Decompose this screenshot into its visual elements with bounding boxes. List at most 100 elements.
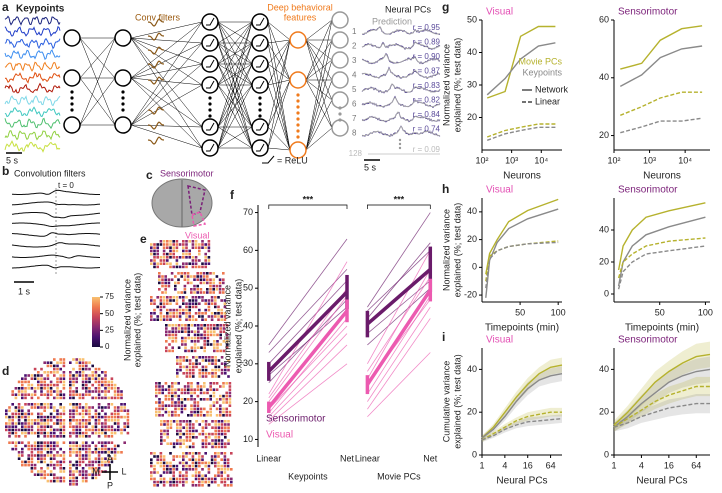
- map-pixel: [85, 374, 88, 377]
- map-pixel: [185, 318, 188, 321]
- connection: [79, 37, 116, 79]
- map-pixel: [101, 460, 104, 464]
- map-pixel: [197, 336, 200, 340]
- map-pixel: [161, 275, 164, 278]
- map-pixel: [91, 377, 94, 380]
- map-pixel: [159, 477, 163, 481]
- map-pixel: [164, 404, 168, 407]
- map-pixel: [62, 396, 66, 400]
- map-pixel: [208, 436, 211, 439]
- map-pixel: [223, 484, 227, 487]
- map-pixel: [37, 431, 40, 435]
- y-axis-label: explained (%; test data): [452, 354, 462, 449]
- map-pixel: [94, 460, 98, 464]
- map-pixel: [81, 457, 85, 460]
- x-tick-label: 10³: [505, 155, 518, 165]
- y-tick-label: 0: [472, 449, 477, 459]
- map-pixel: [167, 410, 171, 414]
- map-pixel: [126, 425, 130, 428]
- map-pixel: [156, 458, 159, 461]
- map-pixel: [81, 364, 85, 368]
- keypoint-trace: [4, 61, 61, 72]
- map-pixel: [75, 444, 78, 448]
- x-tick-label: 4: [502, 460, 507, 470]
- map-pixel: [204, 262, 207, 265]
- map-pixel: [37, 428, 40, 432]
- map-pixel: [81, 467, 85, 470]
- map-pixel: [40, 367, 43, 371]
- map-pixel: [217, 420, 221, 423]
- map-pixel: [194, 246, 198, 249]
- map-pixel: [201, 442, 205, 445]
- scale-label: 5 s: [6, 155, 19, 165]
- map-pixel: [225, 414, 228, 417]
- map-pixel: [174, 330, 178, 333]
- map-pixel: [192, 429, 195, 433]
- map-pixel: [150, 464, 153, 468]
- ellipsis-dot: [398, 146, 402, 150]
- map-pixel: [212, 288, 215, 291]
- map-pixel: [172, 312, 175, 315]
- subject-line: [268, 280, 348, 365]
- map-pixel: [59, 412, 62, 416]
- filter-trace: [11, 189, 100, 195]
- ellipsis-dot: [338, 112, 342, 116]
- map-pixel: [214, 455, 217, 458]
- map-pixel: [17, 393, 21, 396]
- map-pixel: [160, 423, 163, 426]
- map-pixel: [204, 302, 207, 305]
- map-pixel: [69, 396, 72, 400]
- map-pixel: [59, 425, 62, 428]
- map-pixel: [62, 425, 66, 428]
- map-pixel: [21, 393, 24, 396]
- map-pixel: [196, 382, 200, 385]
- map-pixel: [188, 452, 191, 455]
- map-pixel: [62, 457, 66, 460]
- map-pixel: [101, 422, 104, 425]
- subject-line: [367, 250, 431, 365]
- map-pixel: [49, 460, 53, 464]
- map-pixel: [188, 305, 191, 309]
- map-pixel: [75, 425, 78, 428]
- ellipsis-dot: [296, 105, 300, 109]
- node: [63, 69, 81, 87]
- map-pixel: [178, 312, 182, 315]
- map-pixel: [177, 407, 180, 411]
- map-pixel: [214, 432, 217, 436]
- map-pixel: [43, 454, 46, 457]
- map-pixel: [43, 387, 46, 390]
- map-pixel: [203, 391, 206, 395]
- map-pixel: [49, 412, 53, 416]
- map-pixel: [160, 436, 163, 439]
- pc-number: 2: [352, 42, 357, 51]
- map-pixel: [94, 374, 98, 377]
- map-pixel: [158, 281, 161, 285]
- map-pixel: [40, 428, 43, 432]
- map-pixel: [200, 336, 203, 340]
- map-pixel: [192, 362, 195, 365]
- map-pixel: [166, 468, 169, 471]
- map-pixel: [81, 435, 85, 438]
- map-pixel: [203, 346, 206, 349]
- map-pixel: [94, 473, 98, 476]
- map-pixel: [220, 315, 223, 318]
- connection: [267, 42, 291, 151]
- map-pixel: [56, 412, 59, 416]
- r-label: r = 0.09: [413, 145, 441, 154]
- map-pixel: [215, 382, 219, 385]
- map-pixel: [204, 259, 207, 262]
- connection: [267, 84, 291, 151]
- map-pixel: [226, 461, 230, 465]
- map-pixel: [169, 426, 173, 429]
- map-pixel: [192, 372, 195, 375]
- map-pixel: [24, 393, 27, 396]
- map-pixel: [188, 302, 191, 305]
- map-pixel: [162, 455, 166, 458]
- map-pixel: [228, 394, 232, 398]
- error-band: [482, 366, 562, 441]
- map-pixel: [201, 299, 204, 302]
- map-pixel: [69, 361, 72, 364]
- map-pixel: [117, 428, 120, 432]
- map-pixel: [78, 444, 82, 448]
- map-pixel: [97, 390, 101, 393]
